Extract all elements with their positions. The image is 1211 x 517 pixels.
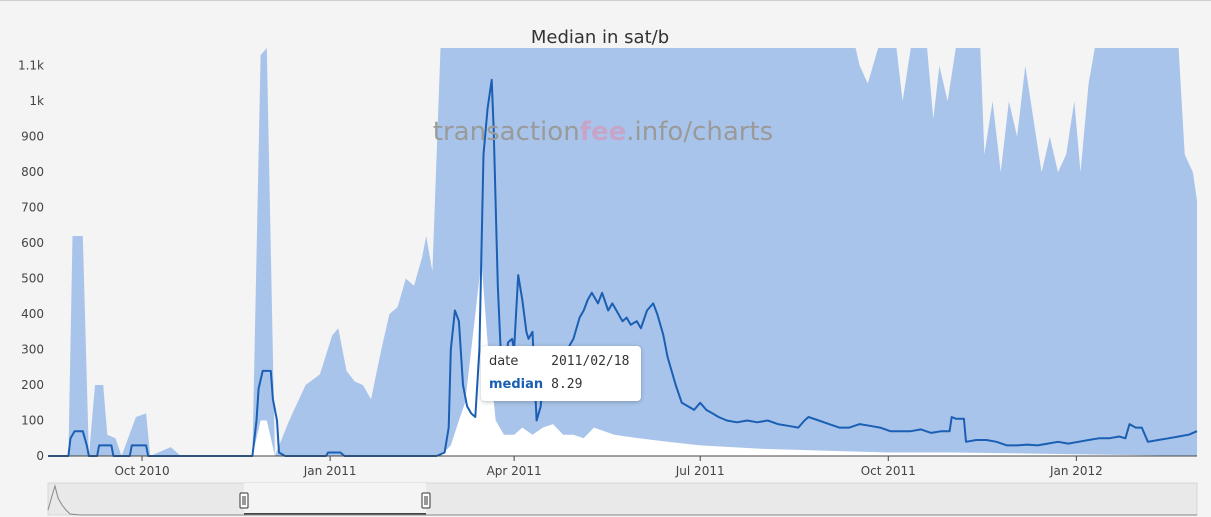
upper-band-area [48,48,1197,456]
x-tick-label: Jan 2011 [303,464,357,478]
range-handle-left[interactable] [239,492,249,509]
x-tick-label: Oct 2010 [114,464,169,478]
watermark-part-1: transaction [433,117,580,147]
x-axis: Oct 2010 Jan 2011 Apr 2011 Jul 2011 Oct 2011… [114,456,1103,478]
y-tick-label: 800 [21,165,44,179]
range-handle-right[interactable] [421,492,431,509]
range-selected-window [244,483,426,515]
tooltip-date-label: date [489,354,519,369]
y-tick-label: 700 [21,201,44,215]
y-tick-label: 500 [21,272,44,286]
y-tick-label: 300 [21,343,44,357]
range-mini-line [47,484,1197,516]
hover-tooltip: date 2011/02/18 median 8.29 [481,346,641,401]
tooltip-date-row: date 2011/02/18 [489,354,629,369]
lower-band-area [252,260,1197,456]
y-tick-label: 0 [36,449,44,463]
watermark: transactionfee.info/charts [433,117,773,147]
x-tick-label: Jan 2012 [1049,464,1103,478]
y-tick-label: 400 [21,307,44,321]
y-tick-label: 100 [21,414,44,428]
x-tick-label: Apr 2011 [487,464,542,478]
tooltip-median-value: 8.29 [551,377,583,392]
y-axis: 0 100 200 300 400 500 600 700 800 900 1k 1.1k [18,59,44,463]
y-tick-label: 900 [21,130,44,144]
tooltip-median-label: median [489,377,544,392]
range-track [47,482,1198,516]
y-tick-label: 200 [21,378,44,392]
x-tick-label: Oct 2011 [861,464,916,478]
tooltip-median-row: median 8.29 [489,377,582,392]
y-tick-label: 1.1k [18,59,44,73]
range-selector[interactable] [47,482,1198,516]
y-tick-label: 1k [29,94,44,108]
y-tick-label: 600 [21,236,44,250]
x-tick-label: Jul 2011 [675,464,725,478]
watermark-part-2: fee [580,117,627,147]
tooltip-date-value: 2011/02/18 [551,354,630,369]
watermark-part-3: .info/charts [626,117,773,147]
chart-title: Median in sat/b [531,27,669,48]
